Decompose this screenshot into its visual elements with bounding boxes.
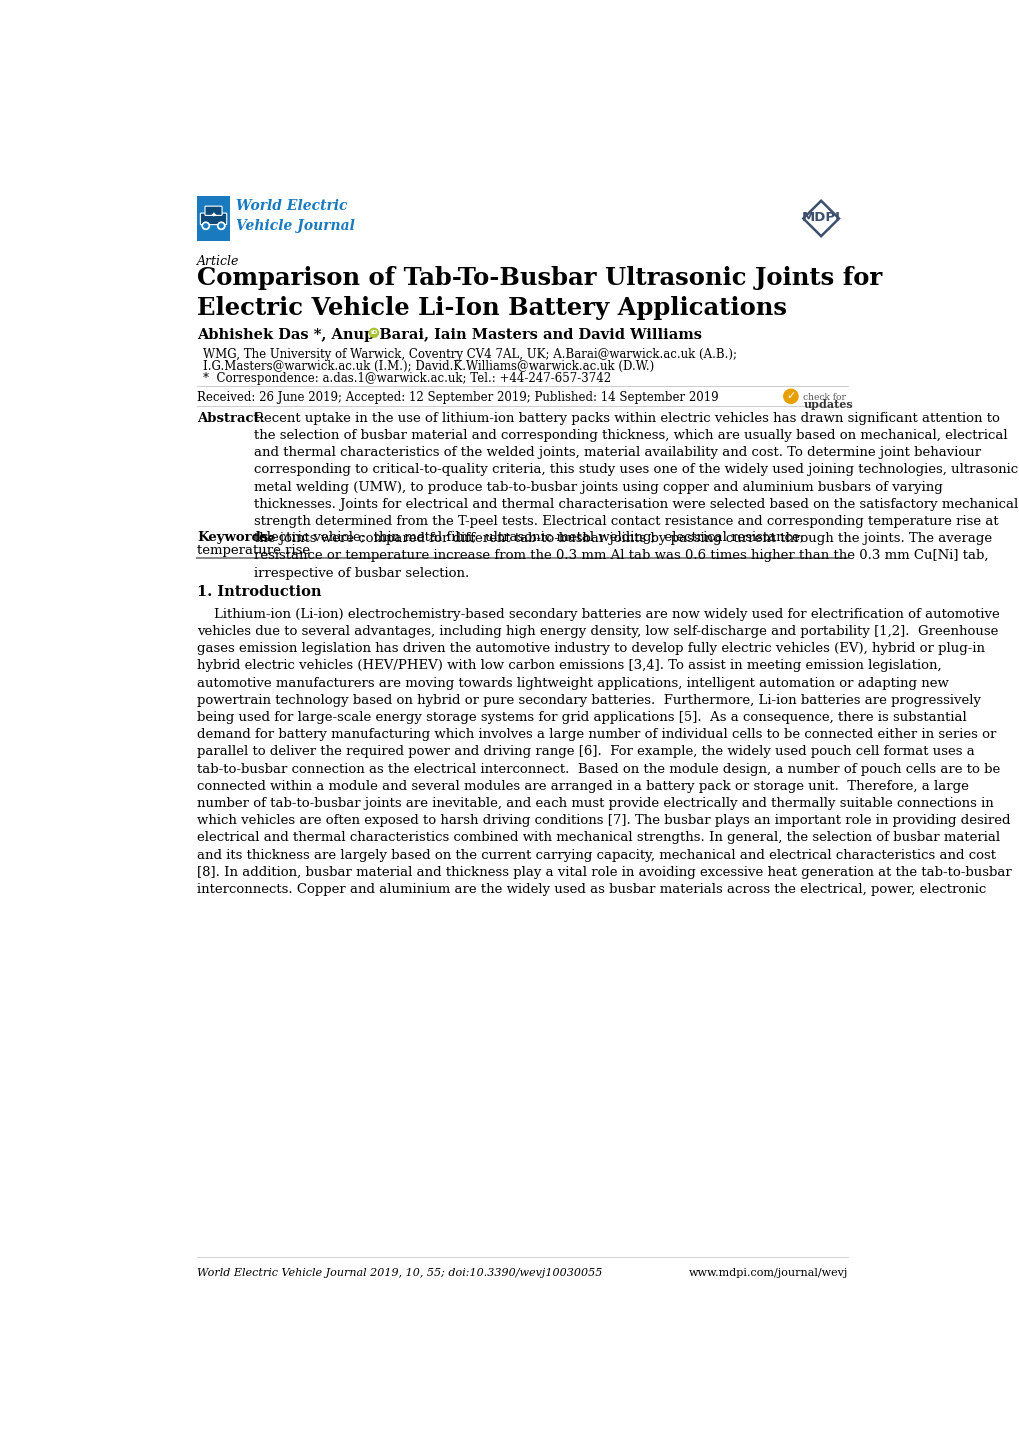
Text: World Electric
Vehicle Journal: World Electric Vehicle Journal [235, 199, 355, 232]
Text: *  Correspondence: a.das.1@warwick.ac.uk; Tel.: +44-247-657-3742: * Correspondence: a.das.1@warwick.ac.uk;… [203, 372, 611, 385]
Text: Article: Article [197, 255, 239, 268]
Circle shape [219, 224, 223, 228]
Circle shape [204, 224, 208, 228]
Text: WMG, The University of Warwick, Coventry CV4 7AL, UK; A.Barai@warwick.ac.uk (A.B: WMG, The University of Warwick, Coventry… [203, 348, 737, 360]
Text: Abstract:: Abstract: [197, 412, 265, 425]
Text: Comparison of Tab-To-Busbar Ultrasonic Joints for
Electric Vehicle Li-Ion Batter: Comparison of Tab-To-Busbar Ultrasonic J… [197, 267, 881, 320]
Text: Recent uptake in the use of lithium-ion battery packs within electric vehicles h: Recent uptake in the use of lithium-ion … [254, 412, 1017, 580]
Text: www.mdpi.com/journal/wevj: www.mdpi.com/journal/wevj [688, 1268, 848, 1278]
Text: check for: check for [803, 392, 846, 402]
Text: iD: iD [370, 330, 377, 336]
Text: ✓: ✓ [786, 391, 795, 401]
FancyBboxPatch shape [205, 206, 222, 215]
Circle shape [217, 222, 225, 229]
Text: World Electric Vehicle Journal 2019, 10, 55; doi:10.3390/wevj10030055: World Electric Vehicle Journal 2019, 10,… [197, 1268, 602, 1278]
Text: temperature rise: temperature rise [197, 544, 310, 557]
Text: Received: 26 June 2019; Accepted: 12 September 2019; Published: 14 September 201: Received: 26 June 2019; Accepted: 12 Sep… [197, 391, 718, 404]
Text: Keywords:: Keywords: [197, 531, 273, 544]
Text: MDPI: MDPI [801, 211, 840, 224]
Text: ✦: ✦ [210, 212, 216, 218]
Text: electric vehicle;  thin metal film;  ultrasonic metal welding;  electrical resis: electric vehicle; thin metal film; ultra… [259, 531, 804, 544]
Circle shape [369, 329, 378, 337]
Text: updates: updates [803, 399, 852, 410]
Circle shape [202, 222, 209, 229]
Text: Lithium-ion (Li-ion) electrochemistry-based secondary batteries are now widely u: Lithium-ion (Li-ion) electrochemistry-ba… [197, 607, 1011, 895]
Text: I.G.Masters@warwick.ac.uk (I.M.); David.K.Williams@warwick.ac.uk (D.W.): I.G.Masters@warwick.ac.uk (I.M.); David.… [203, 360, 654, 373]
Circle shape [783, 389, 797, 404]
Text: 1. Introduction: 1. Introduction [197, 584, 321, 598]
FancyBboxPatch shape [197, 196, 229, 241]
Text: Abhishek Das *, Anup Barai, Iain Masters and David Williams: Abhishek Das *, Anup Barai, Iain Masters… [197, 327, 701, 342]
FancyBboxPatch shape [200, 213, 226, 225]
